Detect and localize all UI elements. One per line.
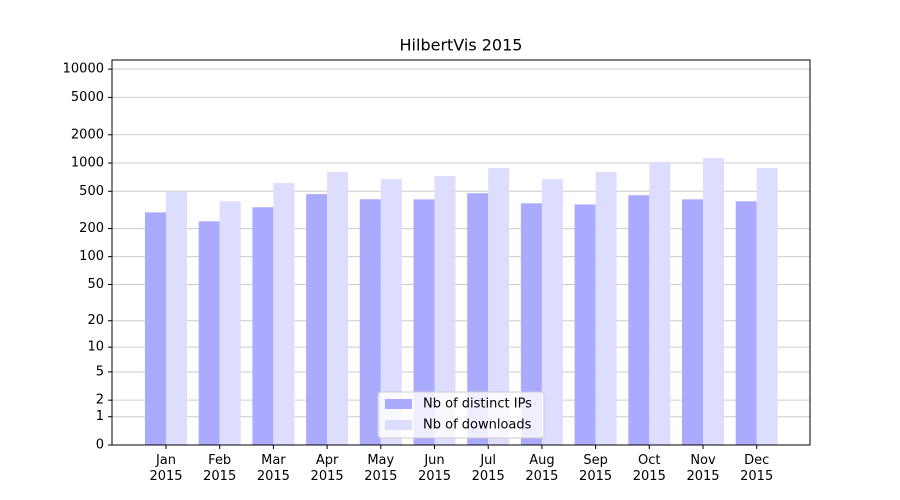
y-tick-label: 1000 [71, 156, 104, 171]
bar [219, 201, 241, 445]
x-tick-label: Aug 2015 [525, 453, 559, 484]
bar [434, 176, 456, 445]
bar [252, 207, 274, 445]
bar [467, 193, 489, 445]
bar [628, 195, 650, 445]
bar [488, 168, 510, 445]
legend-swatch [385, 399, 412, 409]
bar [703, 158, 724, 445]
x-tick-label: Apr 2015 [310, 453, 344, 484]
bar [756, 168, 778, 445]
y-tick-label: 5000 [71, 90, 104, 105]
x-tick-label: Mar 2015 [256, 453, 290, 484]
y-tick-label: 5 [96, 364, 104, 379]
bar [649, 161, 671, 445]
legend-label: Nb of distinct IPs [423, 397, 532, 412]
x-tick-label: Oct 2015 [632, 453, 666, 484]
y-tick-label: 200 [79, 221, 104, 236]
plot-frame [111, 59, 811, 446]
legend-swatch [385, 420, 412, 430]
y-tick-label: 2000 [71, 127, 104, 142]
y-tick-label: 10 [87, 340, 104, 355]
bar [198, 221, 220, 445]
bar [541, 179, 563, 445]
x-tick-label: Dec 2015 [740, 453, 774, 484]
x-tick-label: Jan 2015 [149, 453, 183, 484]
x-tick-label: Feb 2015 [203, 453, 237, 484]
x-tick-label: Nov 2015 [686, 453, 720, 484]
bar [682, 199, 703, 445]
bar [574, 204, 596, 445]
y-tick-label: 2 [96, 393, 104, 408]
y-tick-label: 10000 [63, 62, 104, 77]
y-tick-label: 500 [79, 184, 104, 199]
bar [166, 192, 187, 445]
x-tick-label: Jun 2015 [417, 453, 452, 484]
bar [306, 194, 328, 445]
y-tick-label: 50 [87, 277, 104, 292]
y-tick-label: 0 [96, 438, 104, 453]
bar [735, 201, 757, 445]
legend: Nb of distinct IPs Nb of downloads [377, 391, 545, 439]
bar [327, 171, 349, 445]
legend-box [377, 391, 545, 439]
y-tick-label: 20 [87, 313, 104, 328]
legend-label: Nb of downloads [423, 418, 532, 433]
bar [273, 183, 295, 445]
bar [595, 171, 617, 445]
bar [520, 203, 542, 445]
bar [145, 212, 166, 445]
y-tick-label: 1 [96, 409, 104, 424]
y-tick-label: 100 [79, 249, 104, 264]
bar [380, 179, 402, 445]
bar [359, 199, 381, 445]
bar [413, 199, 435, 445]
x-tick-label: Sep 2015 [579, 453, 613, 484]
x-tick-label: Jul 2015 [471, 453, 505, 484]
x-tick-label: May 2015 [364, 453, 398, 484]
chart-title: HilbertVis 2015 [400, 36, 523, 55]
